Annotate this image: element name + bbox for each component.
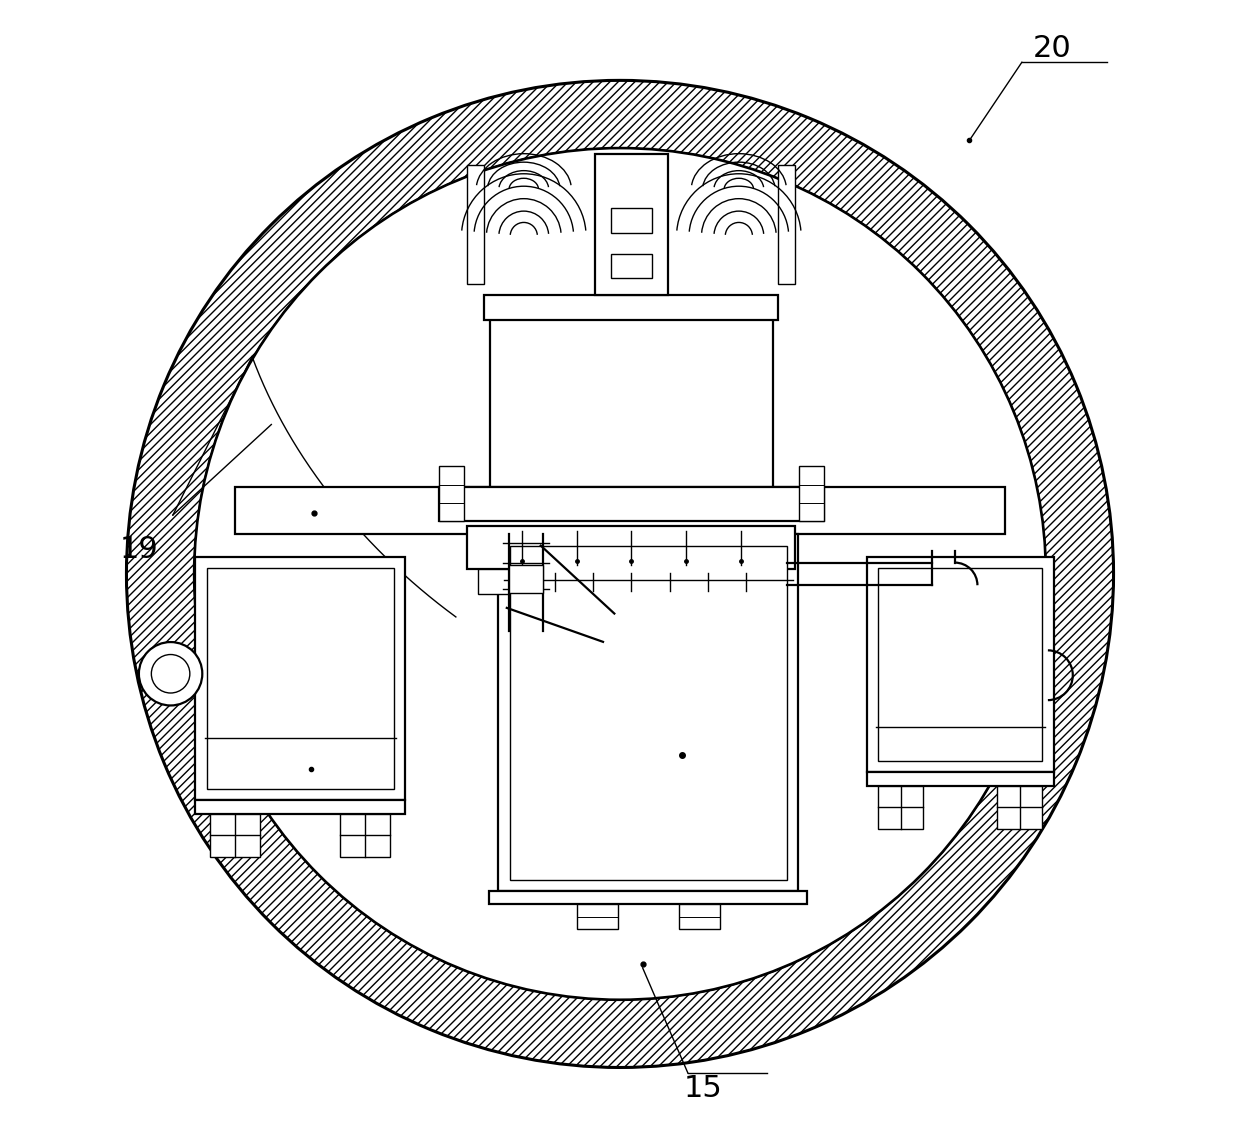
Bar bbox=[867, 557, 1054, 772]
Bar bbox=[611, 254, 652, 278]
Bar bbox=[207, 568, 393, 789]
Bar bbox=[439, 466, 464, 521]
Bar bbox=[510, 546, 787, 880]
Bar bbox=[196, 557, 405, 800]
Circle shape bbox=[139, 642, 202, 705]
Bar bbox=[498, 534, 799, 891]
Bar bbox=[878, 786, 924, 829]
Bar bbox=[484, 295, 779, 320]
Text: 19: 19 bbox=[119, 534, 159, 564]
Bar bbox=[867, 772, 1054, 786]
Bar bbox=[490, 300, 773, 487]
Circle shape bbox=[195, 148, 1045, 1000]
Text: 20: 20 bbox=[1033, 34, 1071, 63]
Bar bbox=[594, 154, 668, 295]
Bar bbox=[577, 904, 618, 929]
Bar bbox=[467, 165, 484, 284]
Bar bbox=[439, 487, 823, 521]
Bar bbox=[510, 565, 543, 593]
Bar bbox=[236, 487, 1004, 534]
Bar bbox=[611, 208, 652, 233]
Bar bbox=[678, 904, 719, 929]
Bar bbox=[467, 526, 796, 569]
Text: 15: 15 bbox=[683, 1074, 722, 1104]
Bar bbox=[196, 800, 405, 814]
Bar bbox=[799, 466, 823, 521]
Bar bbox=[878, 568, 1043, 761]
Bar bbox=[490, 891, 807, 904]
Bar bbox=[779, 165, 796, 284]
Bar bbox=[211, 814, 260, 857]
Bar bbox=[997, 786, 1043, 829]
Bar bbox=[479, 569, 784, 594]
Circle shape bbox=[151, 654, 190, 693]
Bar bbox=[341, 814, 391, 857]
